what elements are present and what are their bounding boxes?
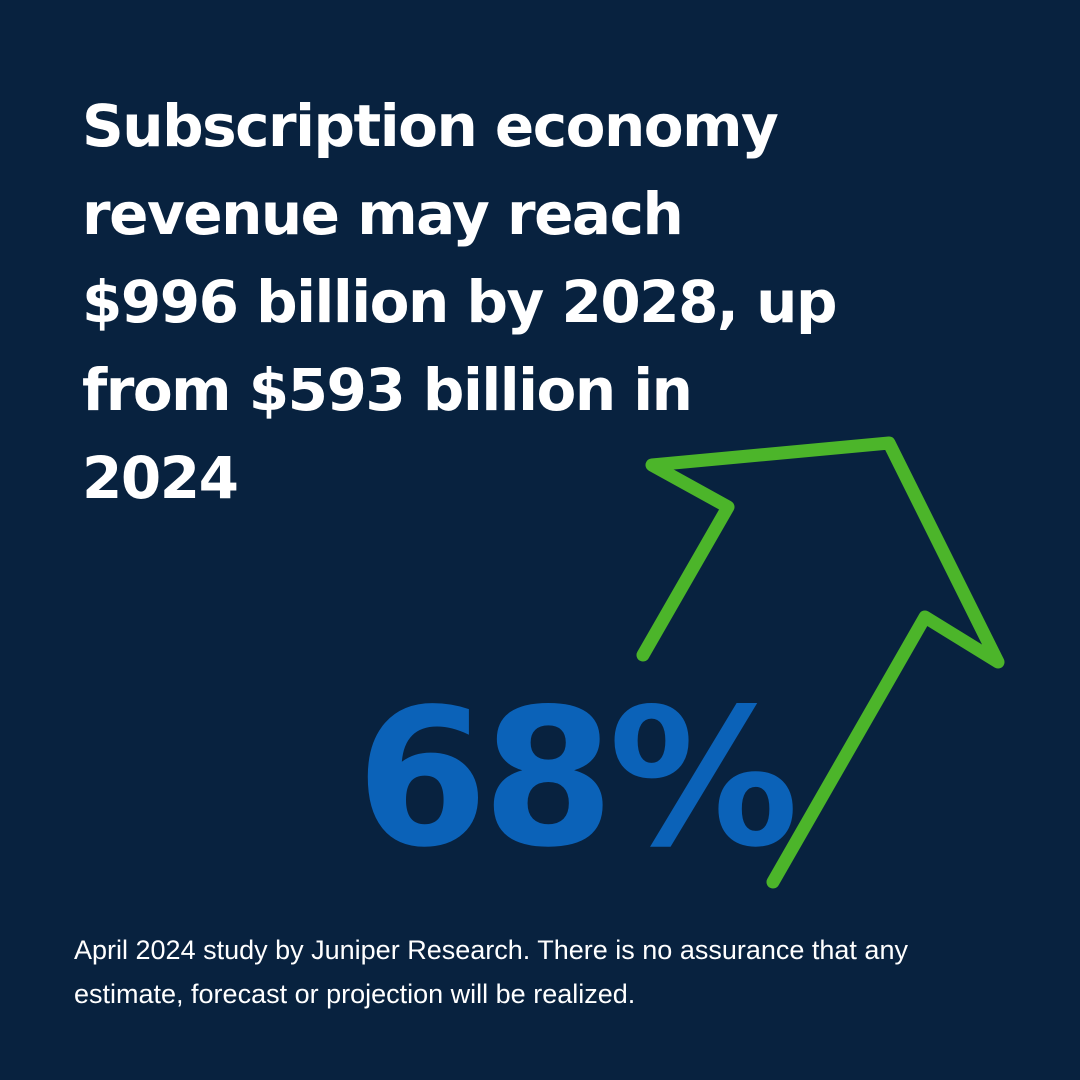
- headline-line-2: revenue may reach: [82, 180, 684, 248]
- headline-line-3: $996 billion by 2028, up: [82, 268, 837, 336]
- headline-line-4: from $593 billion in: [82, 356, 693, 424]
- stat-percentage: 68%: [356, 668, 799, 889]
- headline-line-1: Subscription economy: [82, 92, 779, 160]
- headline-line-5: 2024: [82, 444, 239, 512]
- footnote-disclaimer: April 2024 study by Juniper Research. Th…: [74, 935, 908, 1009]
- headline: Subscription economy revenue may reach $…: [82, 82, 837, 522]
